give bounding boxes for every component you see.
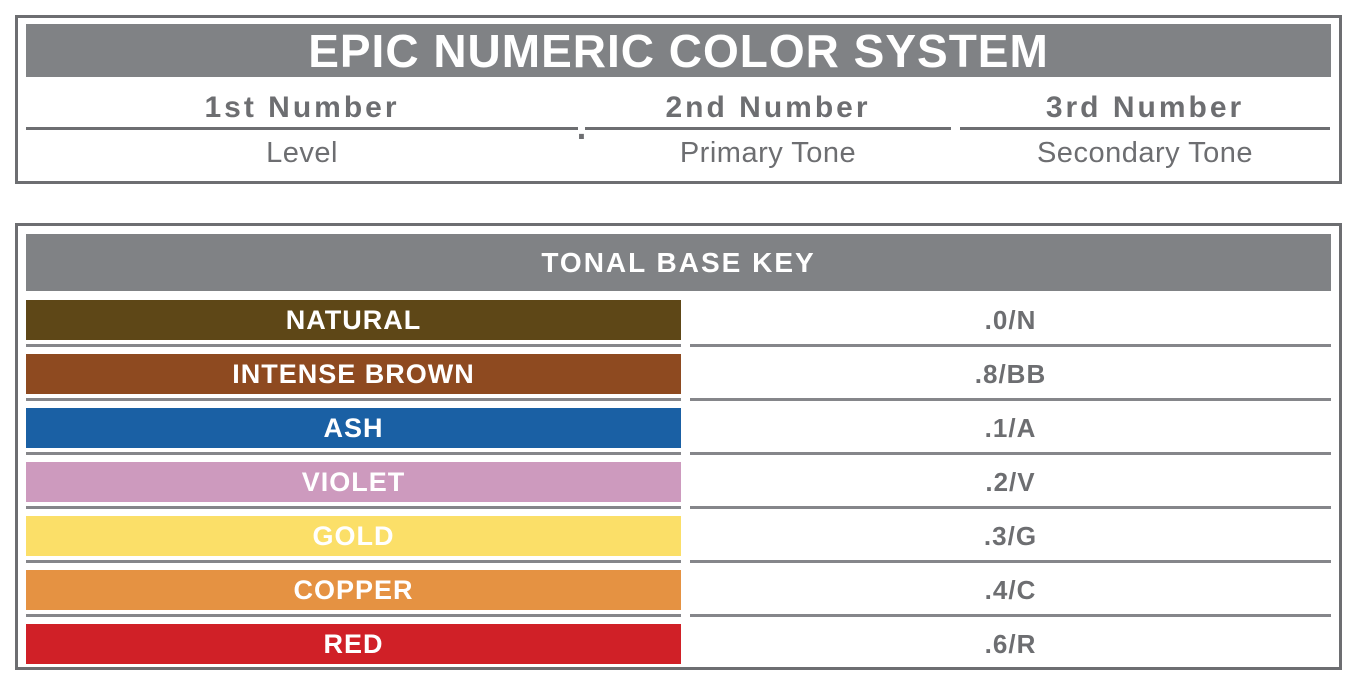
third-number-meaning: Secondary Tone <box>1036 137 1254 169</box>
intense-brown-swatch: INTENSE BROWN <box>26 354 681 394</box>
divider-left-segment <box>26 452 681 455</box>
tone-rows: NATURAL .0/N INTENSE BROWN .8/BB A <box>26 300 1331 664</box>
numeric-color-system-header: EPIC NUMERIC COLOR SYSTEM <box>26 24 1331 77</box>
first-number-meaning: Level <box>266 137 338 169</box>
copper-label: COPPER <box>293 574 414 605</box>
column-second-number: 2nd Number Primary Tone <box>585 89 951 176</box>
red-code: .6/R <box>984 628 1037 659</box>
divider-right-segment <box>690 344 1331 347</box>
tonal-base-key-title: TONAL BASE KEY <box>541 246 816 278</box>
ash-code: .1/A <box>984 412 1037 443</box>
tone-row-gold: GOLD .3/G <box>26 516 1331 556</box>
gold-label: GOLD <box>312 520 395 551</box>
divider-left-segment <box>26 506 681 509</box>
tonal-base-key-header: TONAL BASE KEY <box>26 234 1331 291</box>
tone-row-red: RED .6/R <box>26 624 1331 664</box>
tone-row-ash: ASH .1/A <box>26 408 1331 448</box>
row-divider <box>26 502 1331 516</box>
red-label: RED <box>323 628 384 659</box>
second-number-meaning: Primary Tone <box>679 137 857 169</box>
divider-left-segment <box>26 614 681 617</box>
intense-brown-label: INTENSE BROWN <box>232 358 475 389</box>
divider-right-segment <box>690 560 1331 563</box>
third-number-underline <box>960 127 1330 130</box>
natural-label: NATURAL <box>285 304 422 335</box>
tone-row-copper: COPPER .4/C <box>26 570 1331 610</box>
violet-label: VIOLET <box>301 466 406 497</box>
number-columns-row: 1st Number Level . 2nd Number Primary To… <box>26 89 1331 176</box>
third-number-label: 3rd Number <box>1045 91 1245 124</box>
violet-code: .2/V <box>985 466 1036 497</box>
numeric-color-system-title: EPIC NUMERIC COLOR SYSTEM <box>308 24 1049 77</box>
copper-code: .4/C <box>984 574 1037 605</box>
copper-swatch: COPPER <box>26 570 681 610</box>
tone-row-intense-brown: INTENSE BROWN .8/BB <box>26 354 1331 394</box>
row-divider <box>26 556 1331 570</box>
divider-right-segment <box>690 398 1331 401</box>
intense-brown-code: .8/BB <box>974 358 1047 389</box>
divider-right-segment <box>690 452 1331 455</box>
row-divider <box>26 448 1331 462</box>
gold-code: .3/G <box>983 520 1038 551</box>
tonal-base-key-panel: TONAL BASE KEY NATURAL .0/N INTENSE BROW… <box>15 223 1342 670</box>
tone-row-natural: NATURAL .0/N <box>26 300 1331 340</box>
first-number-underline <box>26 127 578 130</box>
violet-swatch: VIOLET <box>26 462 681 502</box>
numeric-color-system-panel: EPIC NUMERIC COLOR SYSTEM 1st Number Lev… <box>15 15 1342 184</box>
second-number-underline <box>585 127 951 130</box>
natural-code: .0/N <box>984 304 1037 335</box>
divider-left-segment <box>26 344 681 347</box>
gold-swatch: GOLD <box>26 516 681 556</box>
ash-label: ASH <box>323 412 384 443</box>
column-first-number: 1st Number Level <box>26 89 578 176</box>
natural-swatch: NATURAL <box>26 300 681 340</box>
row-divider <box>26 394 1331 408</box>
first-number-label: 1st Number <box>204 91 400 124</box>
divider-left-segment <box>26 560 681 563</box>
row-divider <box>26 610 1331 624</box>
ash-swatch: ASH <box>26 408 681 448</box>
red-swatch: RED <box>26 624 681 664</box>
tone-row-violet: VIOLET .2/V <box>26 462 1331 502</box>
divider-left-segment <box>26 398 681 401</box>
decimal-separator: . <box>576 109 587 147</box>
divider-right-segment <box>690 506 1331 509</box>
row-divider <box>26 340 1331 354</box>
second-number-label: 2nd Number <box>665 91 871 124</box>
column-third-number: 3rd Number Secondary Tone <box>960 89 1330 176</box>
divider-right-segment <box>690 614 1331 617</box>
